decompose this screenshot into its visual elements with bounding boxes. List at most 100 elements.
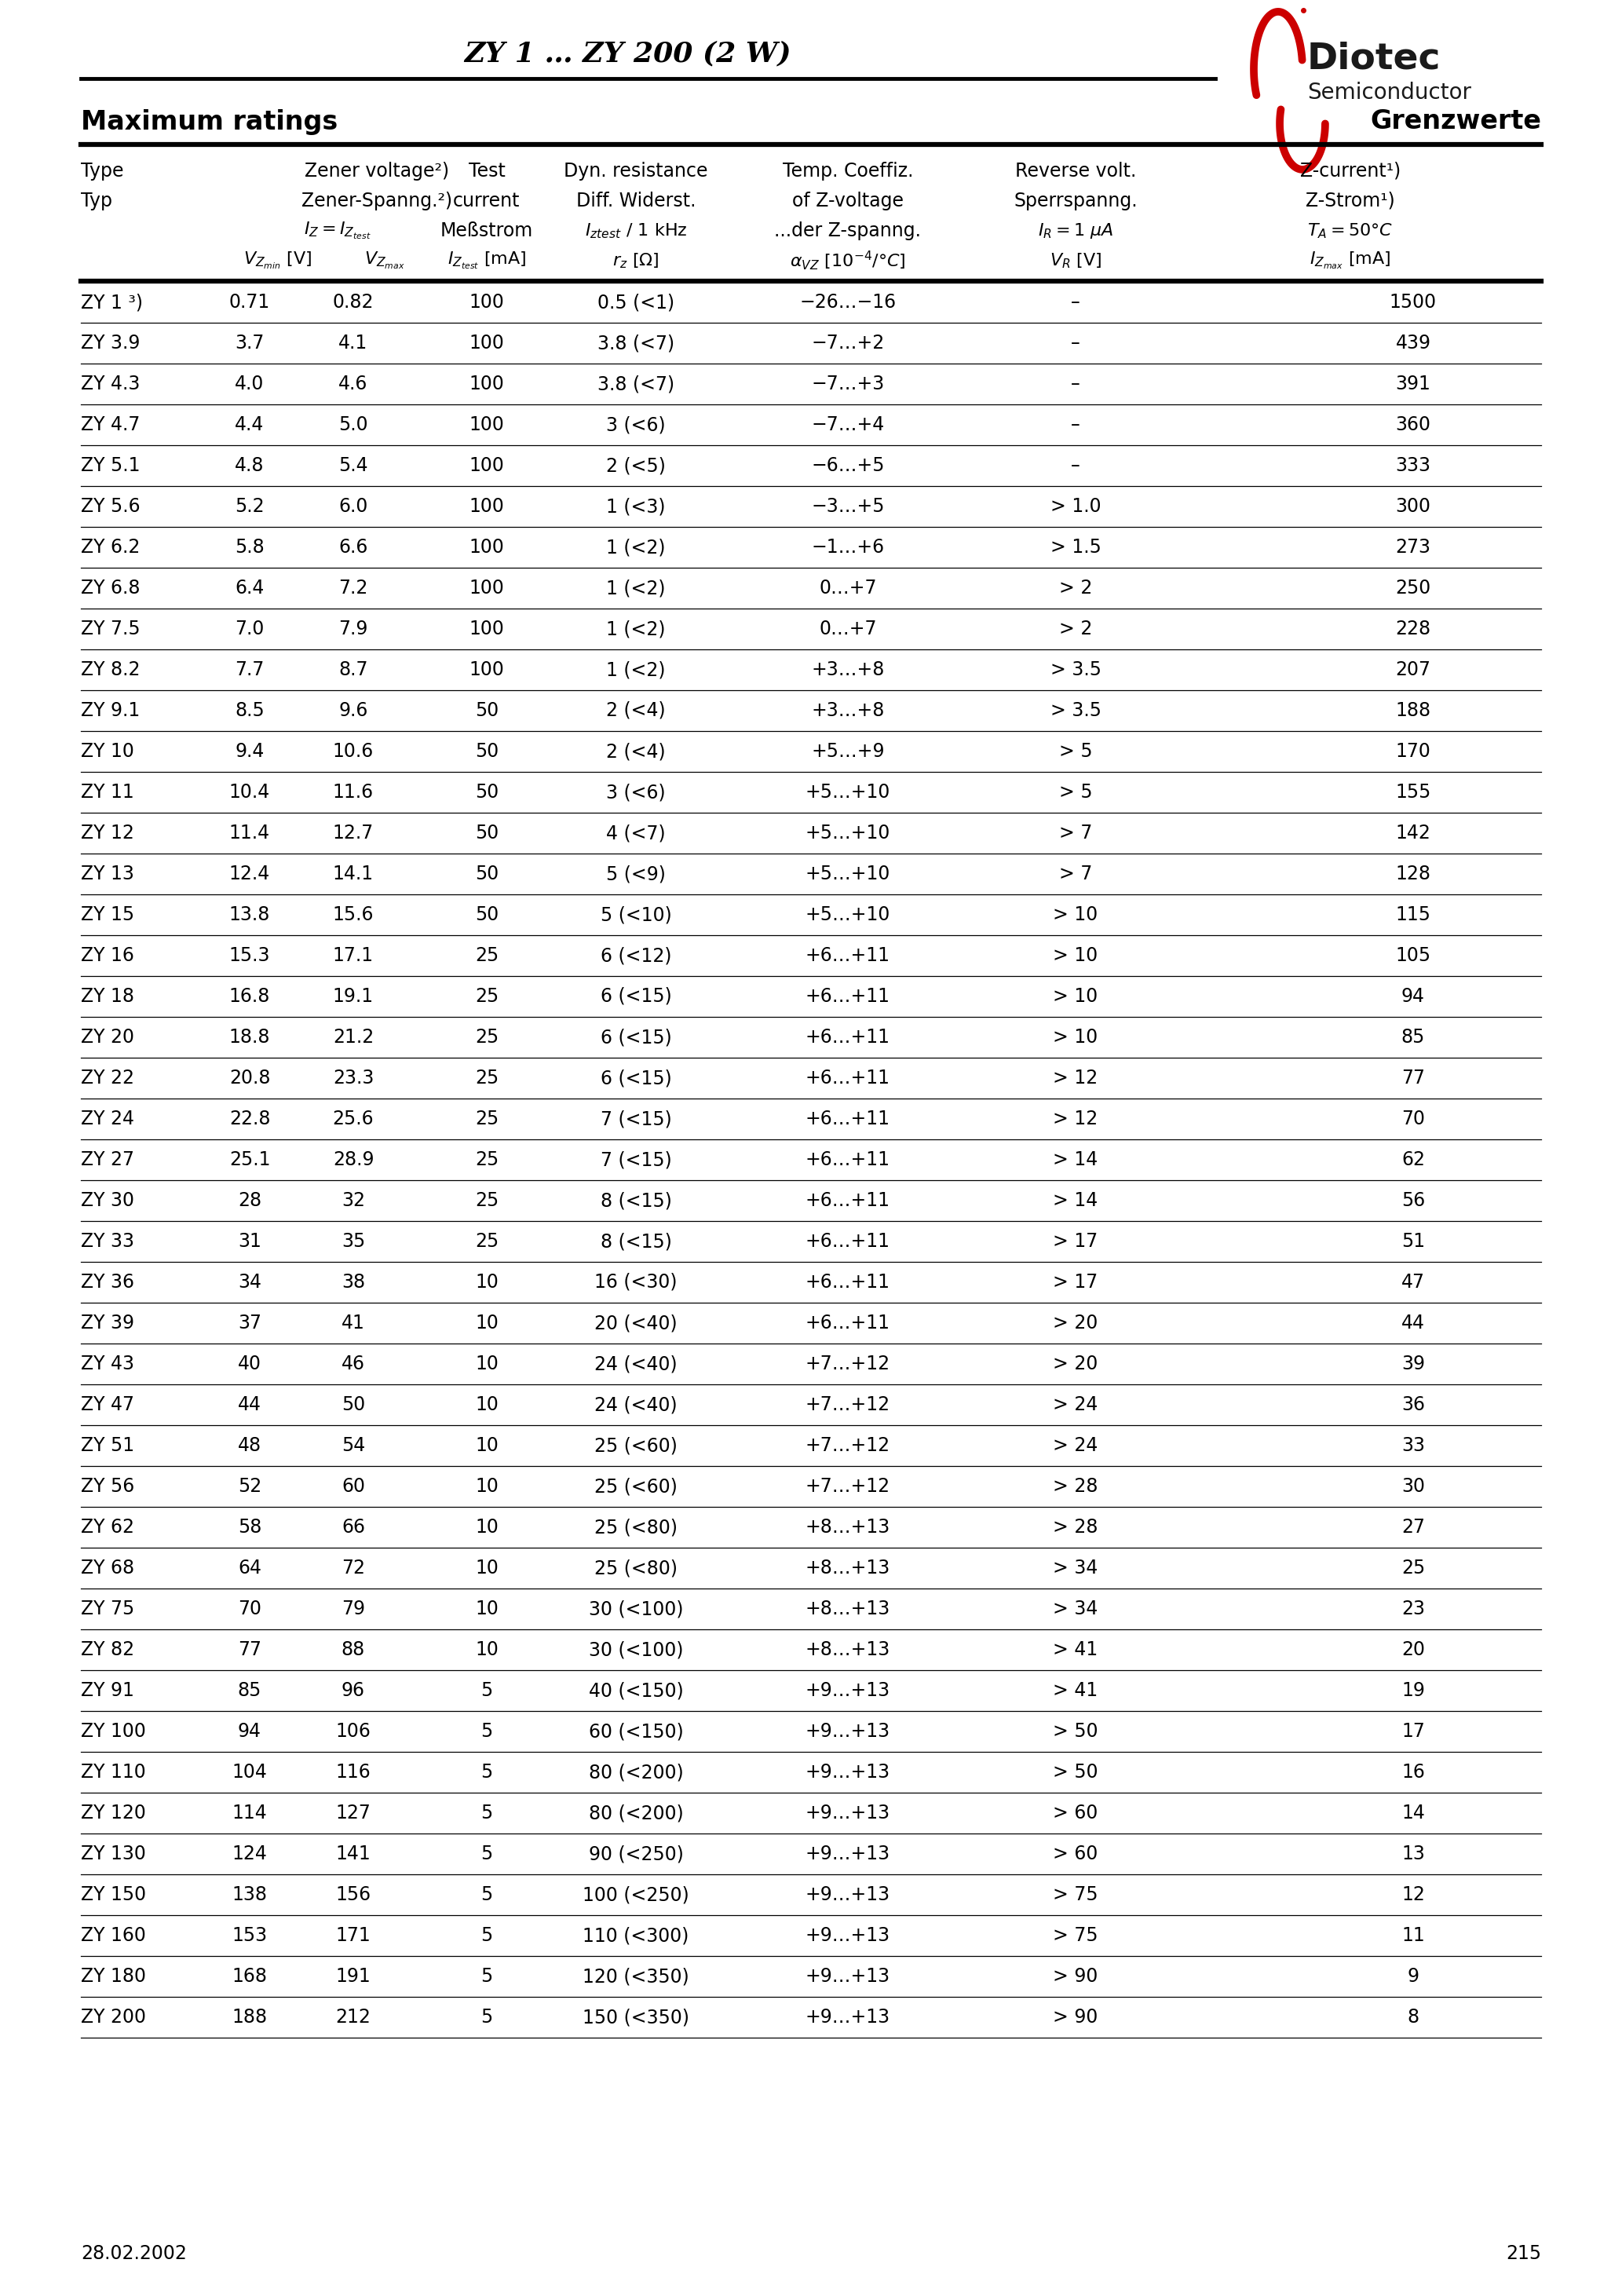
Text: $I_{ztest}$ / 1 kHz: $I_{ztest}$ / 1 kHz	[584, 223, 688, 241]
Text: 105: 105	[1395, 946, 1431, 964]
Text: > 90: > 90	[1053, 2007, 1098, 2027]
Text: 33: 33	[1401, 1437, 1426, 1456]
Text: 1 (<2): 1 (<2)	[607, 661, 665, 680]
Text: 18.8: 18.8	[229, 1029, 271, 1047]
Text: $V_{Z_{min}}$ [V]: $V_{Z_{min}}$ [V]	[243, 250, 311, 271]
Text: ZY 1 … ZY 200 (2 W): ZY 1 … ZY 200 (2 W)	[464, 39, 792, 67]
Text: 25: 25	[475, 1068, 498, 1088]
Text: 19: 19	[1401, 1681, 1424, 1699]
Text: 62: 62	[1401, 1150, 1426, 1169]
Text: 54: 54	[341, 1437, 365, 1456]
Text: 46: 46	[342, 1355, 365, 1373]
Text: 9: 9	[1408, 1968, 1419, 1986]
Text: 5 (<10): 5 (<10)	[600, 905, 672, 925]
Text: 23.3: 23.3	[333, 1068, 373, 1088]
Text: > 10: > 10	[1053, 1029, 1098, 1047]
Text: 439: 439	[1395, 333, 1431, 354]
Text: +6…+11: +6…+11	[806, 987, 890, 1006]
Text: ZY 150: ZY 150	[81, 1885, 146, 1903]
Text: ZY 22: ZY 22	[81, 1068, 135, 1088]
Text: 10.4: 10.4	[229, 783, 271, 801]
Text: ZY 15: ZY 15	[81, 905, 135, 925]
Text: 4.0: 4.0	[235, 374, 264, 393]
Text: 56: 56	[1401, 1192, 1426, 1210]
Text: Z-current¹): Z-current¹)	[1299, 161, 1401, 181]
Text: > 28: > 28	[1053, 1476, 1098, 1497]
Text: 13: 13	[1401, 1844, 1424, 1864]
Text: +7…+12: +7…+12	[806, 1355, 890, 1373]
Text: 85: 85	[1401, 1029, 1426, 1047]
Text: ZY 160: ZY 160	[81, 1926, 146, 1945]
Text: +3…+8: +3…+8	[811, 661, 884, 680]
Text: $V_R$ [V]: $V_R$ [V]	[1049, 253, 1101, 271]
Text: 25: 25	[1401, 1559, 1426, 1577]
Text: ZY 30: ZY 30	[81, 1192, 135, 1210]
Text: 5: 5	[480, 1926, 493, 1945]
Text: 5: 5	[480, 1844, 493, 1864]
Text: > 90: > 90	[1053, 1968, 1098, 1986]
Text: Sperrspanng.: Sperrspanng.	[1014, 191, 1137, 211]
Text: 11.4: 11.4	[229, 824, 271, 843]
Text: 58: 58	[238, 1518, 261, 1536]
Text: 94: 94	[1401, 987, 1426, 1006]
Text: +6…+11: +6…+11	[806, 1233, 890, 1251]
Text: +9…+13: +9…+13	[806, 1926, 890, 1945]
Text: > 14: > 14	[1053, 1150, 1098, 1169]
Text: ZY 130: ZY 130	[81, 1844, 146, 1864]
Text: Test: Test	[469, 161, 504, 181]
Text: ZY 56: ZY 56	[81, 1476, 135, 1497]
Text: 16.8: 16.8	[229, 987, 271, 1006]
Text: −7…+3: −7…+3	[811, 374, 884, 393]
Text: 5: 5	[480, 2007, 493, 2027]
Text: > 7: > 7	[1059, 824, 1092, 843]
Text: 5: 5	[480, 1722, 493, 1740]
Text: > 1.5: > 1.5	[1049, 537, 1101, 556]
Text: −26…−16: −26…−16	[800, 294, 897, 312]
Text: 30 (<100): 30 (<100)	[589, 1639, 683, 1660]
Text: 10: 10	[475, 1476, 498, 1497]
Text: 15.6: 15.6	[333, 905, 375, 925]
Text: 50: 50	[341, 1396, 365, 1414]
Text: 120 (<350): 120 (<350)	[582, 1968, 689, 1986]
Text: 8.7: 8.7	[339, 661, 368, 680]
Text: 10: 10	[475, 1396, 498, 1414]
Text: 25: 25	[475, 1109, 498, 1127]
Text: current: current	[453, 191, 521, 211]
Text: 100: 100	[469, 294, 504, 312]
Text: +9…+13: +9…+13	[806, 1805, 890, 1823]
Text: +8…+13: +8…+13	[806, 1639, 890, 1660]
Text: > 2: > 2	[1059, 620, 1092, 638]
Text: 50: 50	[475, 905, 498, 925]
Text: ZY 9.1: ZY 9.1	[81, 700, 139, 721]
Text: 2 (<4): 2 (<4)	[607, 742, 665, 760]
Text: −7…+2: −7…+2	[811, 333, 884, 354]
Text: ZY 43: ZY 43	[81, 1355, 135, 1373]
Text: 250: 250	[1395, 579, 1431, 597]
Text: 155: 155	[1395, 783, 1431, 801]
Text: 7.9: 7.9	[339, 620, 368, 638]
Text: 25 (<80): 25 (<80)	[594, 1559, 678, 1577]
Text: 12.4: 12.4	[229, 866, 271, 884]
Text: Reverse volt.: Reverse volt.	[1015, 161, 1135, 181]
Text: > 20: > 20	[1053, 1355, 1098, 1373]
Text: ZY 7.5: ZY 7.5	[81, 620, 139, 638]
Text: 188: 188	[1395, 700, 1431, 721]
Text: 17.1: 17.1	[333, 946, 373, 964]
Text: 20.8: 20.8	[229, 1068, 271, 1088]
Text: 142: 142	[1395, 824, 1431, 843]
Text: 27: 27	[1401, 1518, 1426, 1536]
Text: –: –	[1071, 457, 1080, 475]
Text: Dyn. resistance: Dyn. resistance	[564, 161, 707, 181]
Text: 13.8: 13.8	[229, 905, 271, 925]
Text: Zener voltage²): Zener voltage²)	[305, 161, 449, 181]
Text: 48: 48	[238, 1437, 261, 1456]
Text: 10: 10	[475, 1272, 498, 1293]
Text: 104: 104	[232, 1763, 268, 1782]
Text: 1 (<3): 1 (<3)	[607, 496, 665, 517]
Text: 7.2: 7.2	[339, 579, 368, 597]
Text: 10: 10	[475, 1639, 498, 1660]
Text: 32: 32	[342, 1192, 365, 1210]
Text: 171: 171	[336, 1926, 371, 1945]
Text: 37: 37	[238, 1313, 261, 1332]
Text: 52: 52	[238, 1476, 261, 1497]
